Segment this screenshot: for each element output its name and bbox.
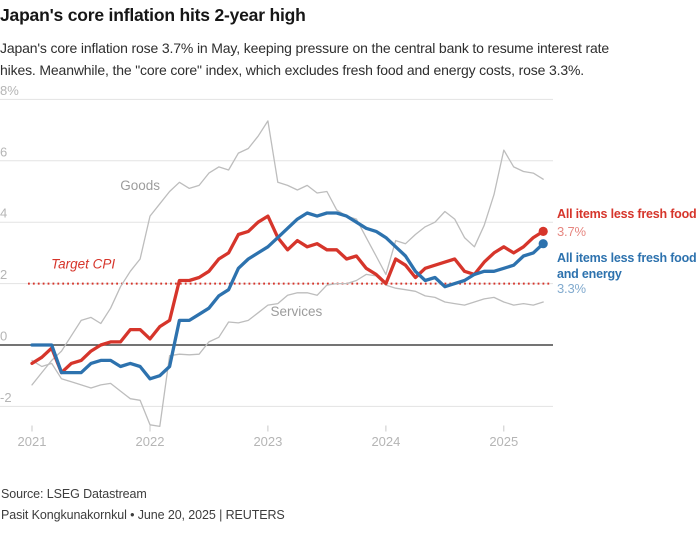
series-line-all-items-less-fresh-food — [30, 214, 545, 375]
y-tick-label: 2 — [0, 267, 7, 282]
series-label-all-items-less-fresh-food-and-energy: All items less fresh food and energy — [557, 251, 696, 281]
x-tick-label: 2024 — [371, 434, 400, 449]
source-credit: Source: LSEG Datastream — [1, 487, 147, 501]
series-end-dot-all-items-less-fresh-food — [538, 226, 548, 236]
y-tick-label: -2 — [0, 390, 12, 405]
series-value-all-items-less-fresh-food: 3.7% — [557, 224, 586, 239]
x-tick-label: 2021 — [18, 434, 47, 449]
series-line-services — [31, 273, 544, 428]
byline: Pasit Kongkunakornkul • June 20, 2025 | … — [1, 508, 285, 522]
series-line-all-items-less-fresh-food-and-energy — [30, 211, 545, 381]
series-end-dot-all-items-less-fresh-food-and-energy — [538, 239, 548, 249]
chart-annotation-target-cpi: Target CPI — [51, 256, 115, 271]
chart-subtitle: Japan's core inflation rose 3.7% in May,… — [0, 37, 609, 81]
subtitle-line-2: hikes. Meanwhile, the "core core" index,… — [0, 62, 585, 78]
chart-annotation-goods: Goods — [120, 178, 160, 193]
y-tick-label: 0 — [0, 329, 7, 344]
y-tick-label: 8% — [0, 83, 19, 98]
subtitle-line-1: Japan's core inflation rose 3.7% in May,… — [0, 40, 610, 56]
x-tick-label: 2022 — [136, 434, 165, 449]
series-value-all-items-less-fresh-food-and-energy: 3.3% — [557, 281, 586, 296]
series-line-goods — [31, 120, 544, 386]
page-title: Japan's core inflation hits 2-year high — [0, 5, 306, 25]
chart-annotation-services: Services — [271, 304, 323, 319]
x-tick-label: 2025 — [489, 434, 518, 449]
y-tick-label: 6 — [0, 144, 7, 159]
y-tick-label: 4 — [0, 206, 7, 221]
series-label-all-items-less-fresh-food: All items less fresh food — [557, 207, 696, 221]
x-tick-label: 2023 — [253, 434, 282, 449]
